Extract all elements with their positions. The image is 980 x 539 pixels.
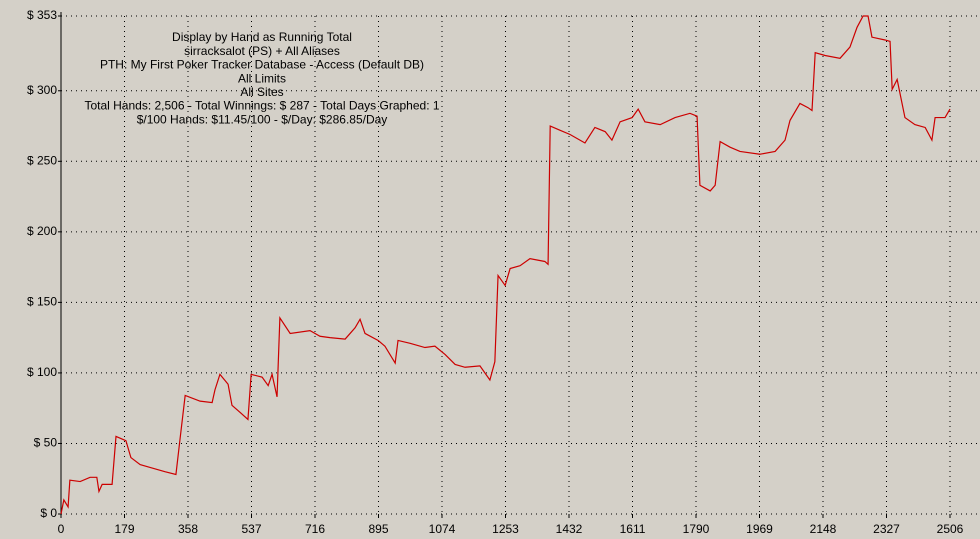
x-tick-label: 1432 (556, 522, 583, 536)
x-tick-label: 179 (114, 522, 134, 536)
x-tick-label: 0 (58, 522, 65, 536)
x-tick-label: 2327 (873, 522, 900, 536)
x-tick-label: 895 (368, 522, 388, 536)
x-tick-label: 2506 (937, 522, 964, 536)
annotation: PTH: My First Poker Tracker Database - A… (100, 58, 424, 72)
x-tick-label: 716 (305, 522, 325, 536)
y-tick-label: $ 250 (27, 153, 57, 167)
y-tick-label: $ 300 (27, 83, 57, 97)
annotation: All Limits (238, 71, 286, 85)
x-tick-label: 537 (241, 522, 261, 536)
running-total-line (60, 15, 951, 515)
x-tick-label: 1074 (429, 522, 456, 536)
annotation: Display by Hand as Running Total (172, 30, 352, 44)
y-tick-label: $ 353 (27, 8, 57, 22)
annotation: Total Hands: 2,506 - Total Winnings: $ 2… (84, 99, 439, 113)
annotation: All Sites (240, 85, 283, 99)
x-tick-label: 1969 (746, 522, 773, 536)
x-tick-label: 358 (178, 522, 198, 536)
x-tick-label: 1253 (492, 522, 519, 536)
x-tick-label: 1611 (620, 522, 646, 536)
x-tick-label: 2148 (810, 522, 837, 536)
y-tick-label: $ 200 (27, 224, 57, 238)
y-tick-label: $ 50 (34, 436, 58, 450)
x-tick-label: 1790 (683, 522, 710, 536)
y-tick-label: $ 0 (40, 506, 57, 520)
y-tick-label: $ 150 (27, 295, 57, 309)
y-tick-label: $ 100 (27, 365, 57, 379)
annotation: sirracksalot (PS) + All Aliases (184, 44, 340, 58)
annotation: $/100 Hands: $11.45/100 - $/Day: $286.85… (137, 112, 388, 126)
